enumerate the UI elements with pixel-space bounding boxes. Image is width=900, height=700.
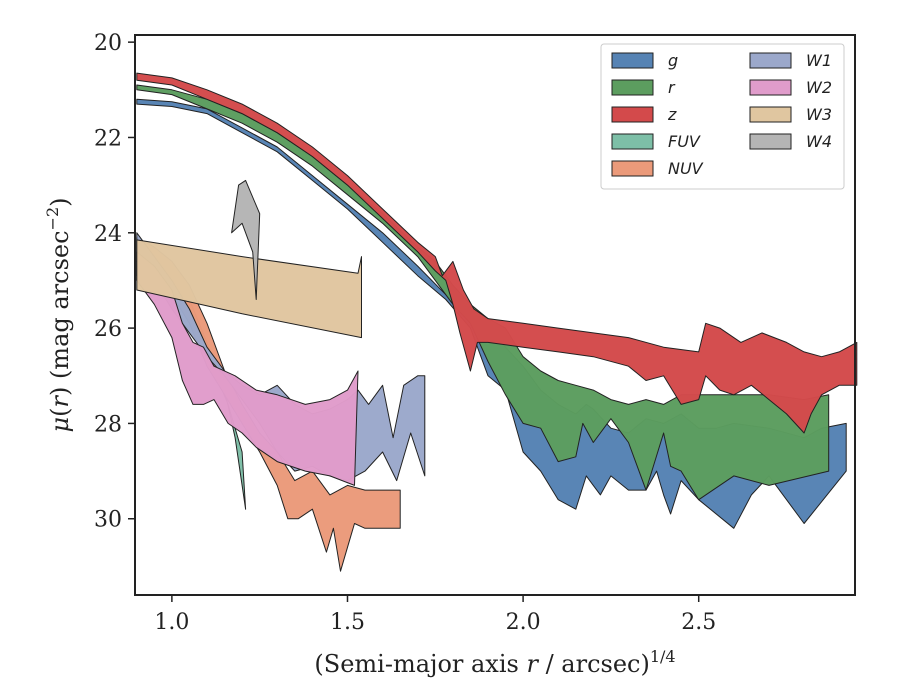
x-tick-label: 1.5 xyxy=(330,610,365,635)
legend-swatch-g xyxy=(611,52,654,69)
profile-bands xyxy=(136,72,858,572)
x-axis-ticks: 1.0 1.5 2.0 2.5 xyxy=(154,595,716,635)
legend-swatch-fuv xyxy=(611,133,654,150)
legend-swatch-z xyxy=(611,106,654,123)
legend-swatch-w1 xyxy=(749,52,792,69)
legend-swatch-r xyxy=(611,79,654,96)
y-tick-label: 20 xyxy=(94,31,122,56)
x-tick-label: 2.0 xyxy=(506,610,541,635)
legend-swatch-w3 xyxy=(749,106,792,123)
y-tick-label: 30 xyxy=(94,508,122,533)
legend: grz FUV NUV W1 W2 W3 W4 xyxy=(600,43,845,190)
legend-swatch-nuv xyxy=(611,160,654,177)
legend-label-w1: W1 xyxy=(806,51,832,70)
y-tick-label: 28 xyxy=(94,412,122,437)
y-tick-label: 22 xyxy=(94,126,122,151)
legend-swatch-w4 xyxy=(749,133,792,150)
legend-label-w2: W2 xyxy=(806,78,832,97)
y-axis-ticks: 20 22 24 26 28 30 xyxy=(94,31,135,533)
legend-label-g: g xyxy=(668,51,678,70)
legend-label-nuv: NUV xyxy=(668,159,704,178)
x-tick-label: 1.0 xyxy=(154,610,189,635)
band-w4 xyxy=(231,179,261,300)
legend-label-fuv: FUV xyxy=(668,132,701,151)
band-z xyxy=(136,72,858,434)
legend-label-z: z xyxy=(667,105,677,124)
plot-frame xyxy=(134,34,856,596)
y-tick-label: 24 xyxy=(94,222,122,247)
x-axis-label: (Semi-major axis r / arcsec)1/4 xyxy=(314,647,675,678)
legend-swatch-w2 xyxy=(749,79,792,96)
band-w3 xyxy=(136,239,362,339)
y-tick-label: 26 xyxy=(94,317,122,342)
legend-label-w4: W4 xyxy=(806,132,832,151)
legend-label-r: r xyxy=(668,78,676,97)
band-w2 xyxy=(136,251,359,486)
y-axis-label: μ(r) (mag arcsec−2) xyxy=(43,197,74,432)
legend-label-w3: W3 xyxy=(806,105,832,124)
x-tick-label: 2.5 xyxy=(681,610,716,635)
